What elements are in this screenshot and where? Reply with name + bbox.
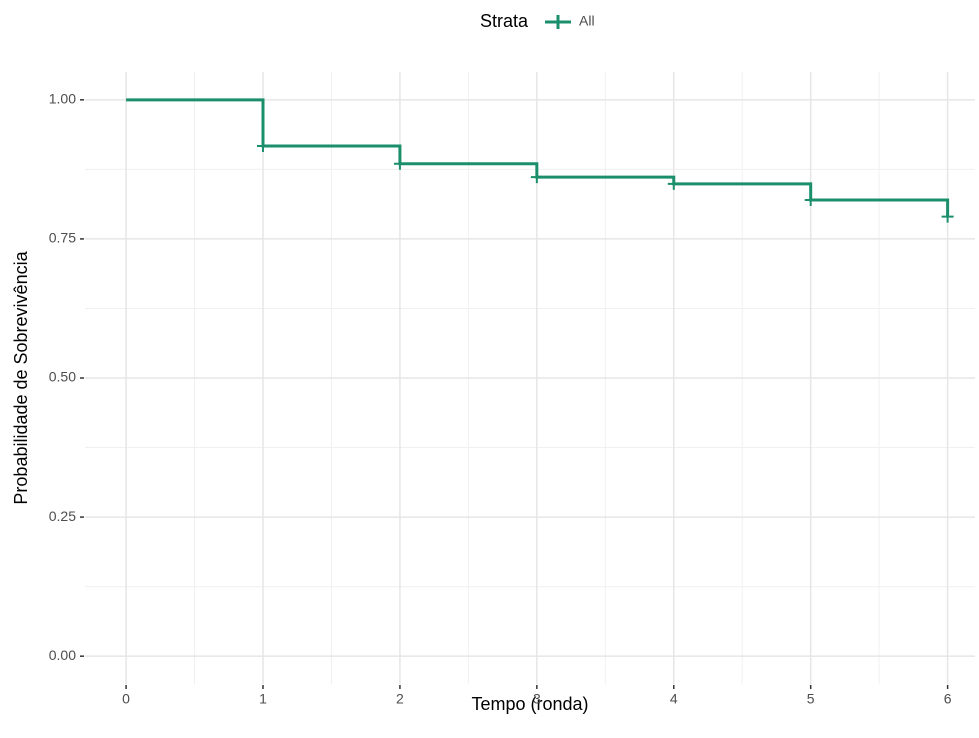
y-tick-label: 0.50	[49, 369, 76, 385]
y-axis-label: Probabilidade de Sobrevivência	[11, 250, 31, 504]
y-tick-label: 0.75	[49, 230, 76, 246]
x-tick-label: 4	[670, 691, 678, 707]
x-axis-label: Tempo (ronda)	[471, 694, 588, 714]
censor-mark	[941, 210, 954, 223]
legend-label: All	[579, 13, 595, 29]
x-tick-label: 2	[396, 691, 404, 707]
x-tick-label: 0	[122, 691, 130, 707]
x-tick-label: 3	[533, 691, 541, 707]
legend-title: Strata	[480, 11, 529, 31]
x-tick-label: 1	[259, 691, 267, 707]
censor-mark	[257, 139, 269, 152]
legend-key	[545, 15, 571, 29]
y-tick-label: 0.00	[49, 647, 76, 663]
censor-mark	[393, 157, 406, 170]
y-tick-label: 1.00	[49, 91, 76, 107]
x-tick-label: 6	[944, 691, 952, 707]
y-tick-label: 0.25	[49, 508, 76, 524]
censor-mark	[804, 193, 817, 206]
x-tick-label: 5	[807, 691, 815, 707]
censor-mark	[530, 171, 543, 184]
censor-mark	[667, 177, 680, 190]
